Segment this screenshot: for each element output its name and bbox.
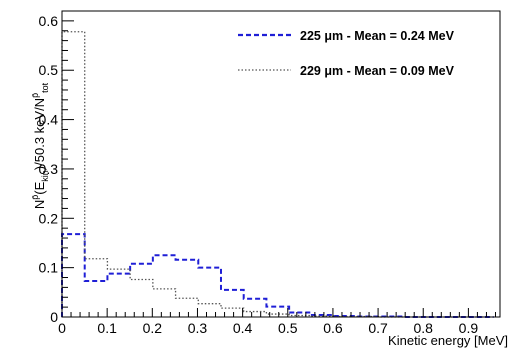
x-tick-label: 0.4: [233, 320, 253, 336]
y-tick-label: 0.3: [39, 161, 59, 177]
x-tick-label: 0.5: [278, 320, 298, 336]
x-tick-label: 0.9: [459, 320, 479, 336]
x-tick-label: 0.3: [188, 320, 208, 336]
y-axis-title-text: Np̄​(Ekin​)/50.3 keV/Np̄​tot​: [30, 82, 50, 209]
legend-label-1: 225 μm - Mean = 0.24 MeV: [300, 29, 455, 43]
series-layer: [61, 31, 494, 318]
x-axis-title: Kinetic energy [MeV]: [388, 333, 508, 348]
legend: 225 μm - Mean = 0.24 MeV 229 μm - Mean = …: [238, 29, 455, 78]
axes-layer: 0 0.1 0.2 0.3 0.4 0.5 0.6 0.7 0.8 0.9 0 0.1 0.2 0.3 0.…: [39, 13, 496, 336]
x-tick-label: 0.8: [414, 320, 434, 336]
plot-frame: [61, 10, 501, 318]
x-tick-label: 0.6: [323, 320, 343, 336]
x-tick-label: 0.7: [368, 320, 388, 336]
y-tick-label: 0: [50, 309, 58, 325]
y-tick-label: 0.6: [39, 13, 59, 29]
y-axis-title: Np̄​(Ekin​)/50.3 keV/Np̄​tot​: [30, 82, 50, 209]
series-line-1: [61, 233, 494, 318]
x-tick-label: 0: [58, 320, 66, 336]
y-tick-label: 0.2: [39, 210, 59, 226]
y-tick-label: 0.1: [39, 260, 59, 276]
x-tick-label: 0.2: [143, 320, 163, 336]
x-tick-label: 0.1: [97, 320, 117, 336]
y-tick-label: 0.5: [39, 62, 59, 78]
y-tick-label: 0.4: [39, 112, 59, 128]
legend-label-2: 229 μm - Mean = 0.09 MeV: [300, 64, 455, 78]
